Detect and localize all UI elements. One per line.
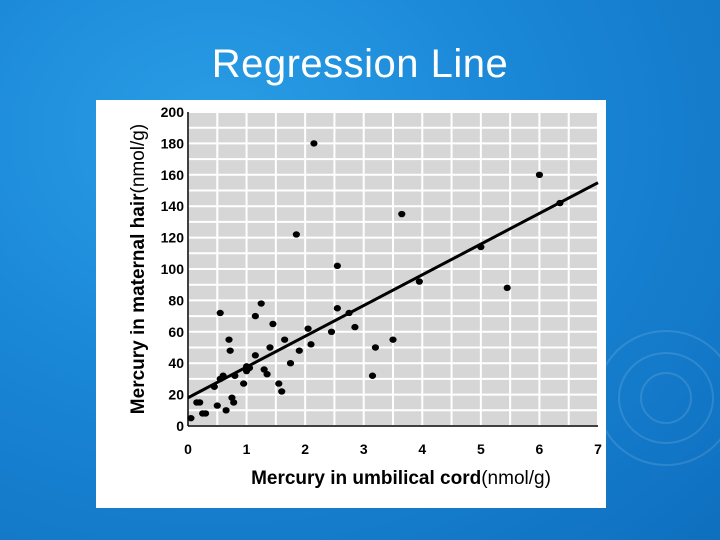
- data-point: [269, 320, 277, 328]
- chart-panel: 0 20 40 60 80 100 120 140 160 180 200 0 1 2 3 4 5 6 7 Mercu…: [96, 100, 606, 508]
- data-point: [333, 305, 341, 312]
- data-point: [304, 325, 312, 332]
- x-tick-label: 7: [594, 441, 602, 457]
- data-point: [201, 410, 210, 417]
- data-point: [187, 414, 195, 422]
- data-point: [292, 231, 300, 238]
- x-tick-label: 3: [360, 441, 368, 457]
- x-tick-label: 0: [184, 441, 192, 457]
- data-point: [398, 210, 406, 218]
- scatter-chart: 0 20 40 60 80 100 120 140 160 180 200 0 1 2 3 4 5 6 7 Mercu…: [128, 104, 602, 489]
- data-point: [503, 284, 511, 292]
- data-point: [251, 312, 259, 320]
- data-point: [371, 344, 380, 351]
- data-point: [415, 278, 423, 285]
- data-point: [278, 388, 286, 395]
- data-point: [226, 347, 234, 354]
- x-tick-label: 6: [536, 441, 544, 457]
- y-tick-label: 40: [168, 355, 184, 371]
- data-point: [295, 347, 303, 354]
- data-point: [351, 323, 359, 331]
- slide-title: Regression Line: [211, 42, 509, 86]
- background-ripple: [596, 330, 720, 466]
- x-tick-label: 1: [243, 441, 251, 457]
- data-point: [556, 199, 564, 207]
- data-point: [263, 370, 271, 378]
- data-point: [210, 383, 218, 390]
- y-tick-label: 20: [168, 387, 184, 403]
- data-point: [245, 364, 254, 372]
- data-point: [222, 407, 230, 414]
- y-axis-title: Mercury in maternal hair(nmol/g): [128, 124, 149, 414]
- y-tick-label: 180: [161, 135, 185, 151]
- data-point: [275, 380, 283, 387]
- data-point: [286, 360, 295, 367]
- y-tick-label: 60: [168, 324, 184, 340]
- y-tick-label: 160: [161, 167, 185, 183]
- y-tick-label: 120: [161, 230, 185, 246]
- data-point: [368, 372, 377, 379]
- data-point: [231, 372, 239, 379]
- data-point: [260, 366, 268, 373]
- data-point: [216, 309, 224, 317]
- data-point: [196, 399, 204, 406]
- data-point: [219, 372, 227, 379]
- data-point: [266, 344, 274, 351]
- data-point: [251, 352, 259, 359]
- y-tick-label: 200: [161, 104, 185, 120]
- x-tick-label: 4: [418, 441, 426, 457]
- x-tick-label: 5: [477, 441, 485, 457]
- data-point: [327, 328, 336, 335]
- regression-line: [187, 181, 599, 400]
- data-point: [333, 262, 341, 270]
- data-point: [230, 399, 238, 406]
- data-point: [281, 336, 289, 343]
- data-point: [535, 171, 544, 178]
- data-point: [389, 336, 397, 343]
- data-point: [225, 336, 233, 343]
- y-tick-label: 0: [176, 418, 184, 434]
- y-tick-label: 80: [168, 292, 184, 308]
- y-tick-label: 100: [161, 261, 185, 277]
- data-point: [345, 309, 353, 317]
- y-tick-label: 140: [161, 198, 185, 214]
- x-tick-label: 2: [301, 441, 309, 457]
- x-axis-title: Mercury in umbilical cord(nmol/g): [251, 468, 551, 489]
- data-point: [310, 140, 318, 147]
- data-point: [307, 341, 315, 348]
- data-point: [257, 300, 265, 307]
- data-point: [213, 402, 221, 409]
- data-point: [477, 243, 485, 251]
- data-point: [240, 380, 248, 387]
